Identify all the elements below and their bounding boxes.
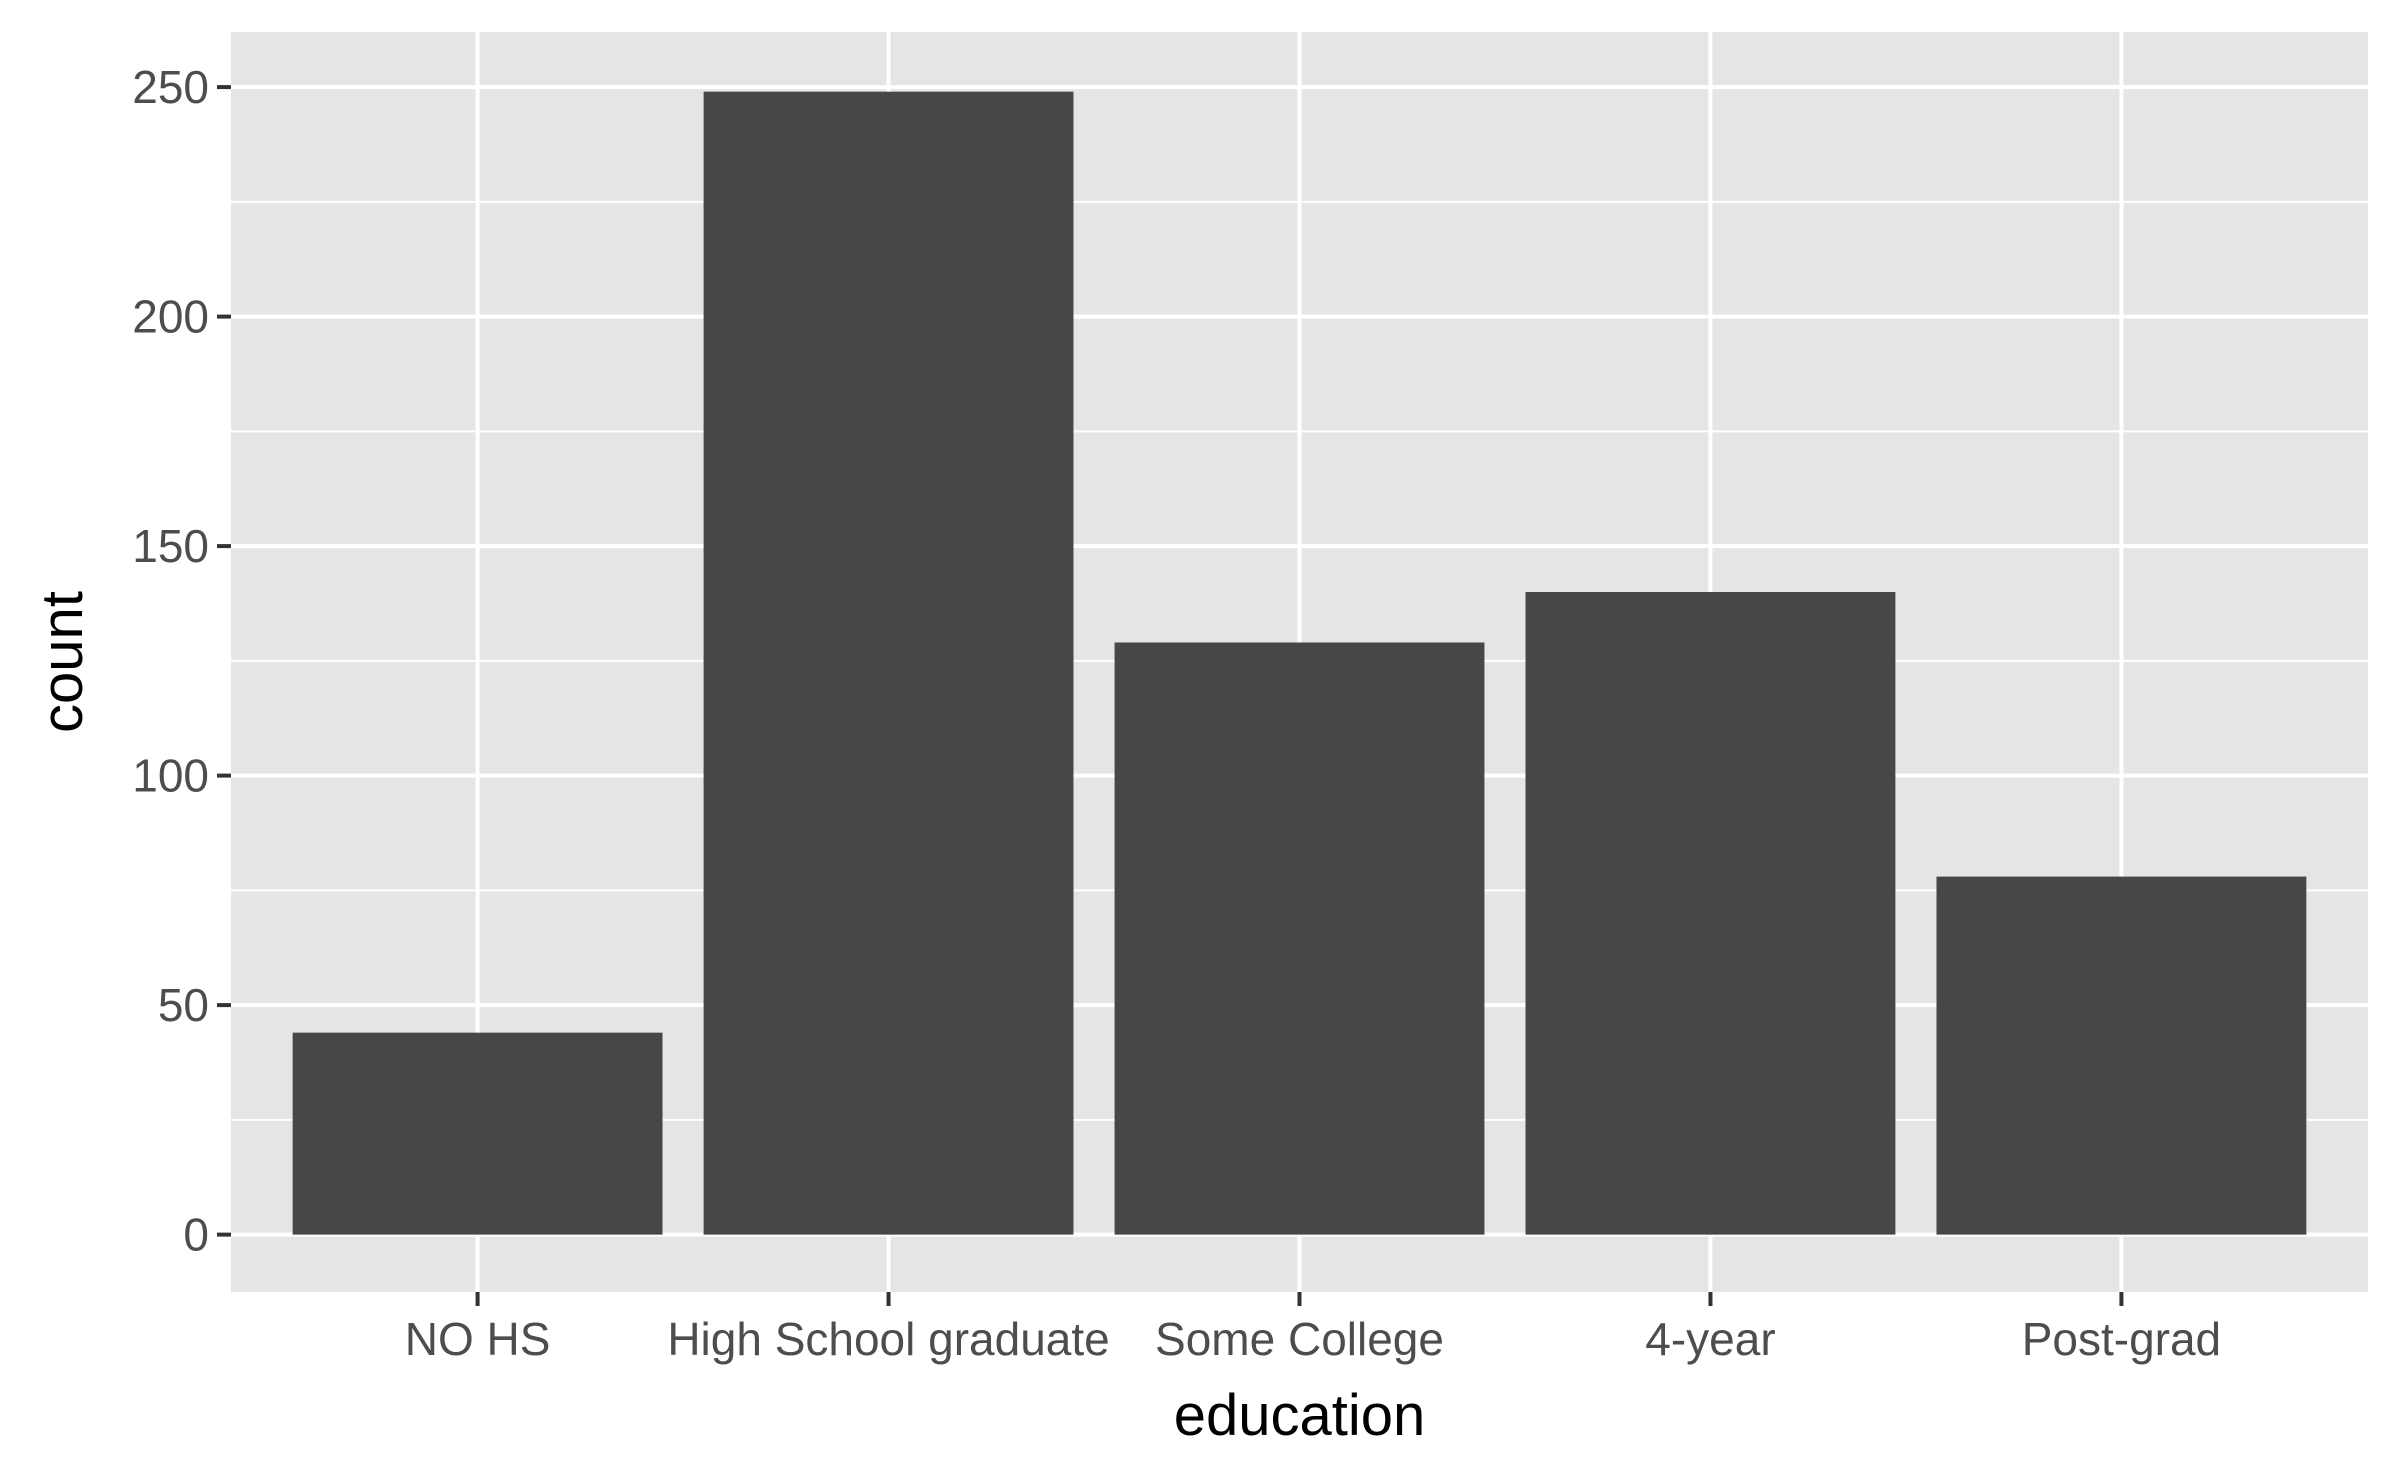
y-axis-title: count	[30, 591, 95, 733]
bar	[1525, 592, 1896, 1235]
bars	[292, 91, 2307, 1235]
y-axis: 0 50 100 150 200 250	[132, 61, 231, 1261]
y-tick-label: 200	[132, 291, 209, 343]
bar	[1114, 642, 1485, 1235]
x-axis: NO HS High School graduate Some College 4-y…	[405, 1292, 2221, 1365]
x-tick-label: NO HS	[405, 1313, 551, 1365]
x-tick-label: Post-grad	[2022, 1313, 2221, 1365]
y-tick-label: 50	[158, 979, 209, 1031]
x-tick-label: High School graduate	[667, 1313, 1109, 1365]
bar	[292, 1032, 663, 1235]
y-tick-label: 0	[183, 1209, 209, 1261]
y-tick-label: 250	[132, 61, 209, 113]
x-axis-title: education	[1174, 1383, 1426, 1448]
y-tick-label: 150	[132, 520, 209, 572]
bar	[1936, 876, 2307, 1235]
x-tick-label: Some College	[1155, 1313, 1444, 1365]
bar	[703, 91, 1074, 1235]
x-tick-label: 4-year	[1645, 1313, 1775, 1365]
y-tick-label: 100	[132, 750, 209, 802]
